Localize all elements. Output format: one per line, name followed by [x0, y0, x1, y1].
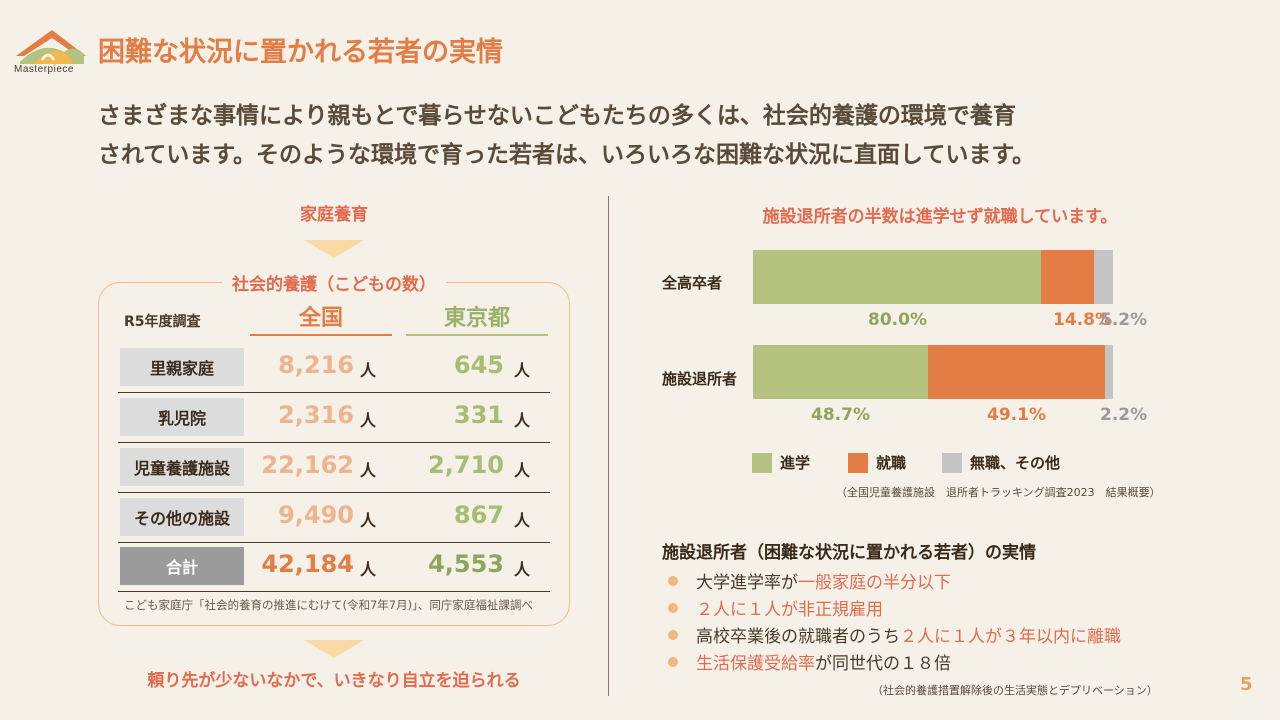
- legend-label: 就職: [876, 454, 907, 472]
- highlight-text: 一般家庭の半分以下: [798, 573, 951, 593]
- home-care-label: 家庭養育: [300, 205, 368, 225]
- highlight-text: 生活保護受給率: [696, 654, 815, 674]
- bar-segment: [1094, 250, 1113, 304]
- data-label: 48.7%: [811, 405, 870, 425]
- bar-segment: [753, 345, 929, 399]
- legend-swatch: [752, 452, 772, 473]
- legend-item: 無職、その他: [942, 452, 1060, 473]
- unit-label: 人: [360, 361, 377, 380]
- row-label: 児童養護施設: [120, 448, 244, 486]
- list-text: 大学進学率が: [696, 573, 798, 593]
- national-value: 2,316: [278, 401, 354, 429]
- column-header-national: 全国: [250, 300, 392, 336]
- column-header-tokyo: 東京都: [406, 300, 548, 336]
- national-value: 9,490: [278, 501, 354, 529]
- facts-title: 施設退所者（困難な状況に置かれる若者）の実情: [662, 543, 1036, 563]
- list-text: 高校卒業後の就職者のうち: [696, 627, 900, 647]
- bullet-icon: [668, 656, 678, 667]
- list-text: が同世代の１８倍: [815, 654, 951, 674]
- table-row: 乳児院 2,316 人 331 人: [118, 393, 550, 443]
- masterpiece-logo-icon: [16, 30, 86, 64]
- intro-line-1: さまざまな事情により親もとで暮らせないこどもたちの多くは、社会的養護の環境で養育: [98, 103, 1016, 129]
- unit-label: 人: [360, 411, 377, 430]
- bullet-icon: [668, 575, 678, 586]
- page-number: 5: [1240, 674, 1253, 695]
- data-label: 49.1%: [987, 405, 1046, 425]
- unit-label: 人: [514, 411, 531, 430]
- survey-label: R5年度調査: [124, 314, 201, 330]
- legend-swatch: [848, 452, 868, 473]
- row-label: その他の施設: [120, 498, 244, 536]
- highlight-text: ２人に１人が非正規雇用: [696, 600, 883, 620]
- unit-label: 人: [514, 361, 531, 380]
- unit-label: 人: [360, 560, 377, 579]
- row-label: 合計: [120, 547, 244, 585]
- facts-source: （社会的養護措置解除後の生活実態とデプリベーション）: [872, 684, 1158, 697]
- unit-label: 人: [360, 511, 377, 530]
- legend-label: 無職、その他: [970, 454, 1061, 472]
- bar-category-label: 施設退所者: [662, 370, 738, 388]
- bar-segment: [928, 345, 1106, 399]
- tokyo-value: 645: [453, 351, 504, 379]
- data-label: 14.8%: [1053, 310, 1112, 330]
- list-item: 高校卒業後の就職者のうち ２人に１人が３年以内に離職: [668, 622, 1121, 647]
- national-value: 8,216: [278, 351, 354, 379]
- tokyo-value: 331: [453, 401, 504, 429]
- intro-text: さまざまな事情により親もとで暮らせないこどもたちの多くは、社会的養護の環境で養育…: [98, 97, 1218, 175]
- unit-label: 人: [514, 560, 531, 579]
- highlight-text: ２人に１人が３年以内に離職: [900, 627, 1121, 647]
- bottom-message: 頼り先が少ないなかで、いきなり自立を迫られる: [147, 671, 521, 691]
- unit-label: 人: [514, 511, 531, 530]
- arrow-down-icon: [304, 640, 364, 658]
- table-row: 里親家庭 8,216 人 645 人: [118, 343, 550, 393]
- national-value: 42,184: [261, 550, 354, 578]
- tokyo-value: 4,553: [428, 550, 504, 578]
- table-row: その他の施設 9,490 人 867 人: [118, 493, 550, 543]
- row-label: 乳児院: [120, 398, 244, 436]
- table-row: 児童養護施設 22,162 人 2,710 人: [118, 443, 550, 493]
- bullet-icon: [668, 629, 678, 640]
- table-source: こども家庭庁「社会的養育の推進にむけて(令和7年7月)」、同庁家庭福祉課調べ: [124, 598, 533, 612]
- list-item: ２人に１人が非正規雇用: [668, 595, 883, 620]
- tokyo-value: 2,710: [428, 451, 504, 479]
- page-title: 困難な状況に置かれる若者の実情: [98, 37, 503, 68]
- list-item: 生活保護受給率 が同世代の１８倍: [668, 649, 951, 674]
- legend-label: 進学: [780, 454, 811, 472]
- chart-source: （全国児童養護施設 退所者トラッキング調査2023 結果概要）: [836, 486, 1161, 499]
- bar-segment: [1041, 250, 1095, 304]
- data-label: 80.0%: [868, 310, 927, 330]
- data-label: 2.2%: [1100, 405, 1148, 425]
- row-label: 里親家庭: [120, 348, 244, 386]
- logo-text: Masterpiece: [14, 64, 74, 75]
- bar-category-label: 全高卒者: [662, 274, 723, 292]
- column-divider: [608, 196, 609, 696]
- table-row-total: 合計 42,184 人 4,553 人: [118, 542, 550, 592]
- social-care-title: 社会的養護（こどもの数）: [0, 270, 668, 295]
- legend-item: 就職: [848, 452, 906, 473]
- legend-swatch: [942, 452, 962, 473]
- national-value: 22,162: [261, 451, 354, 479]
- unit-label: 人: [514, 461, 531, 480]
- legend-item: 進学: [752, 452, 810, 473]
- chart-title: 施設退所者の半数は進学せず就職しています。: [762, 207, 1118, 227]
- arrow-down-icon: [304, 240, 364, 258]
- bullet-icon: [668, 602, 678, 613]
- bar-segment: [753, 250, 1041, 304]
- bar-segment: [1105, 345, 1113, 399]
- data-label: 5.2%: [1100, 310, 1148, 330]
- intro-line-2: されています。そのような環境で育った若者は、いろいろな困難な状況に直面しています…: [98, 142, 1036, 168]
- unit-label: 人: [360, 461, 377, 480]
- tokyo-value: 867: [453, 501, 504, 529]
- list-item: 大学進学率が 一般家庭の半分以下: [668, 568, 951, 593]
- social-care-title-text: 社会的養護（こどもの数）: [222, 275, 446, 295]
